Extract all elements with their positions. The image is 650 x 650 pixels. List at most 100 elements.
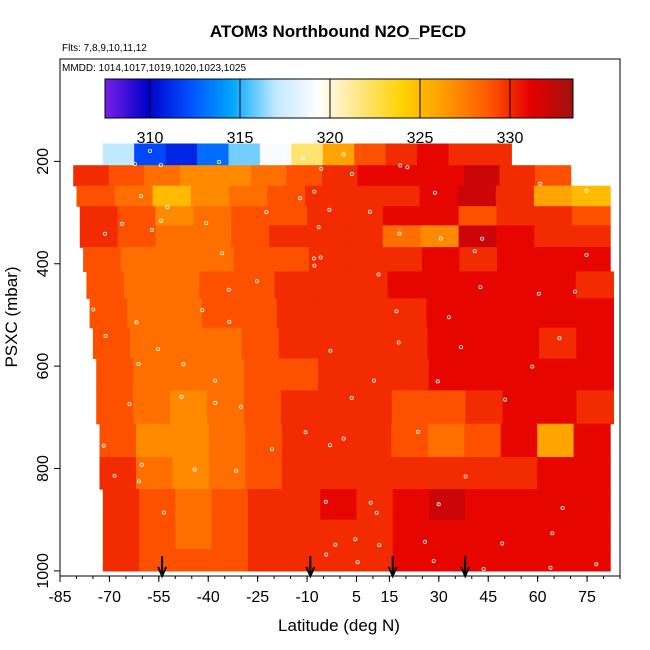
heatmap-cell xyxy=(502,390,541,425)
heatmap-cell xyxy=(228,185,268,207)
sample-point xyxy=(136,361,141,366)
heatmap-cell xyxy=(201,298,240,329)
heatmap-cell xyxy=(316,327,354,359)
heatmap-cell xyxy=(534,247,573,272)
heatmap-cell xyxy=(533,185,573,207)
heatmap-cell xyxy=(271,247,310,272)
sample-point xyxy=(103,231,108,236)
sample-point xyxy=(394,309,399,314)
heatmap-cell xyxy=(139,549,176,572)
heatmap-cell xyxy=(124,271,163,299)
heatmap-cell xyxy=(199,271,238,299)
heatmap-cell xyxy=(245,457,283,490)
heatmap-cell xyxy=(284,549,321,572)
sample-point xyxy=(158,162,163,167)
sample-point xyxy=(238,404,243,409)
heatmap-cell xyxy=(286,165,323,187)
sample-point xyxy=(161,510,166,515)
heatmap-cell xyxy=(354,143,387,166)
heatmap-cell xyxy=(318,457,356,490)
heatmap-cell xyxy=(462,271,501,299)
heatmap-cell xyxy=(170,358,208,392)
heatmap-cell xyxy=(305,185,344,207)
heatmap-cell xyxy=(167,327,206,359)
colorbar-tick-label: 310 xyxy=(137,130,164,147)
heatmap-cell xyxy=(314,298,353,329)
heatmap-cell xyxy=(572,247,611,272)
heatmap-cell xyxy=(419,185,459,207)
heatmap-cell xyxy=(421,247,461,272)
sample-point xyxy=(472,249,477,254)
heatmap-cell xyxy=(280,390,319,425)
sample-point xyxy=(269,447,274,452)
heatmap-cell xyxy=(281,423,319,458)
heatmap-cell xyxy=(197,143,230,166)
heatmap-cell xyxy=(538,271,577,299)
x-tick-label: -85 xyxy=(48,589,71,606)
sample-point xyxy=(560,505,565,510)
sample-point xyxy=(103,333,108,338)
heatmap-cell xyxy=(117,206,157,226)
sample-point xyxy=(127,402,132,407)
heatmap-cell xyxy=(139,519,176,550)
heatmap-cell xyxy=(215,165,252,187)
colorbar-tick-label: 315 xyxy=(227,130,254,147)
heatmap-cell xyxy=(425,271,464,299)
x-axis-label: Latitude (deg N) xyxy=(278,616,400,635)
heatmap-cell xyxy=(535,165,572,187)
x-tick-label: -70 xyxy=(98,589,121,606)
heatmap-cell xyxy=(501,519,539,550)
heatmap-cell xyxy=(573,519,611,550)
heatmap-cell xyxy=(211,549,249,572)
x-tick-label: -55 xyxy=(147,589,170,606)
heatmap-cell xyxy=(120,247,159,272)
heatmap-cell xyxy=(382,206,422,226)
sample-point xyxy=(234,468,239,473)
heatmap-cell xyxy=(139,489,176,521)
heatmap-cell xyxy=(211,489,249,521)
x-tick-label: -40 xyxy=(197,589,220,606)
heatmap-cell xyxy=(164,298,203,329)
heatmap-cell xyxy=(420,206,460,226)
sample-point xyxy=(138,194,143,199)
heatmap-cell xyxy=(344,225,384,248)
heatmap-cell xyxy=(464,327,503,359)
heatmap-cell xyxy=(457,185,497,207)
colorbar-tick-label: 330 xyxy=(497,130,524,147)
heatmap-cell xyxy=(576,358,614,392)
sample-point xyxy=(213,400,218,405)
y-tick-label: 400 xyxy=(35,250,52,277)
heatmap-cell xyxy=(96,390,134,425)
heatmap-cell xyxy=(576,390,614,425)
sample-point xyxy=(431,559,436,564)
sample-point xyxy=(200,308,205,313)
heatmap-cell xyxy=(344,206,384,226)
sample-point xyxy=(264,210,269,215)
heatmap-cell xyxy=(92,327,131,359)
sample-point xyxy=(301,155,306,160)
heatmap-cell xyxy=(96,358,134,392)
heatmap-cell xyxy=(354,423,392,458)
heatmap-cell xyxy=(247,549,285,572)
heatmap-cell xyxy=(356,519,394,550)
heatmap-cell xyxy=(317,390,356,425)
heatmap-cell xyxy=(537,489,575,521)
heatmap-cell xyxy=(127,298,166,329)
heatmap-cell xyxy=(426,298,465,329)
heatmap-cell xyxy=(144,165,181,187)
heatmap-cell xyxy=(539,358,577,392)
heatmap-cell xyxy=(572,206,611,226)
colorbar: 310 315 320 325 330 xyxy=(104,78,574,147)
sample-point xyxy=(422,539,427,544)
sample-point xyxy=(572,289,577,294)
heatmap-cell xyxy=(175,519,213,550)
heatmap-cell xyxy=(448,143,481,166)
heatmap-cell xyxy=(427,327,466,359)
x-tick-label: 75 xyxy=(578,589,596,606)
heatmap-cell xyxy=(244,390,282,425)
heatmap-cell xyxy=(537,457,575,490)
heatmap-cell xyxy=(172,423,210,458)
colorbar-tick-label: 325 xyxy=(407,130,434,147)
sample-point xyxy=(377,543,382,548)
